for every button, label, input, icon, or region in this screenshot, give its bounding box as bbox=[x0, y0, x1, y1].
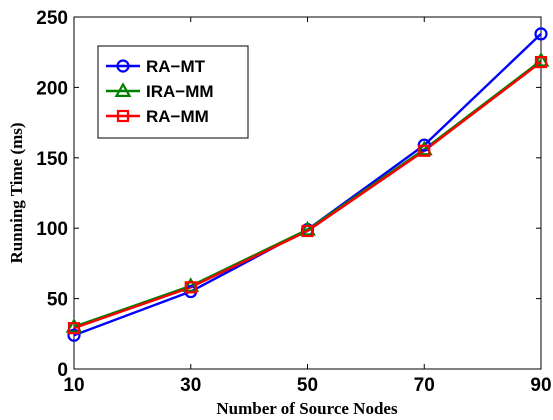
x-tick-label: 30 bbox=[180, 375, 201, 396]
data-point-series-1 bbox=[67, 328, 81, 342]
y-axis-label: Running Time (ms) bbox=[7, 122, 26, 263]
series-line-3 bbox=[73, 61, 542, 330]
data-point-series-2 bbox=[532, 51, 550, 67]
y-tick-label: 100 bbox=[36, 219, 68, 240]
data-point-series-2 bbox=[182, 277, 200, 292]
data-point-series-2 bbox=[65, 318, 83, 333]
y-tick-label: 200 bbox=[36, 78, 68, 99]
data-point-series-2 bbox=[415, 140, 433, 156]
data-point-series-3 bbox=[301, 224, 314, 238]
legend-marker-2 bbox=[114, 82, 132, 97]
y-tick-label: 150 bbox=[36, 149, 68, 170]
x-tick-label: 70 bbox=[414, 375, 435, 396]
y-axis-ticks: 0 50 100 150 200 250 bbox=[36, 8, 541, 381]
legend: RA−MT IRA−MM RA−MM bbox=[97, 45, 249, 139]
x-axis-ticks: 10 30 50 70 90 bbox=[63, 17, 552, 396]
legend-label-3: RA−MM bbox=[146, 107, 209, 126]
data-point-series-3 bbox=[184, 281, 197, 294]
x-tick-label: 90 bbox=[530, 375, 551, 396]
data-point-series-3 bbox=[418, 144, 431, 157]
y-tick-label: 50 bbox=[47, 290, 68, 311]
x-tick-label: 10 bbox=[63, 375, 84, 396]
legend-label-1: RA−MT bbox=[146, 57, 206, 76]
x-tick-label: 50 bbox=[297, 375, 318, 396]
series-markers bbox=[65, 27, 550, 342]
data-point-series-3 bbox=[67, 322, 81, 335]
x-axis-label: Number of Source Nodes bbox=[216, 399, 398, 418]
series-lines bbox=[73, 33, 542, 337]
data-point-series-1 bbox=[534, 27, 548, 41]
legend-items: RA−MT IRA−MM RA−MM bbox=[106, 57, 214, 126]
data-point-series-2 bbox=[299, 220, 316, 236]
y-tick-label: 0 bbox=[57, 360, 68, 381]
legend-marker-1 bbox=[116, 59, 130, 73]
y-tick-label: 250 bbox=[36, 8, 68, 29]
legend-marker-3 bbox=[116, 109, 130, 123]
data-point-series-3 bbox=[534, 55, 548, 69]
legend-label-2: IRA−MM bbox=[146, 82, 214, 101]
